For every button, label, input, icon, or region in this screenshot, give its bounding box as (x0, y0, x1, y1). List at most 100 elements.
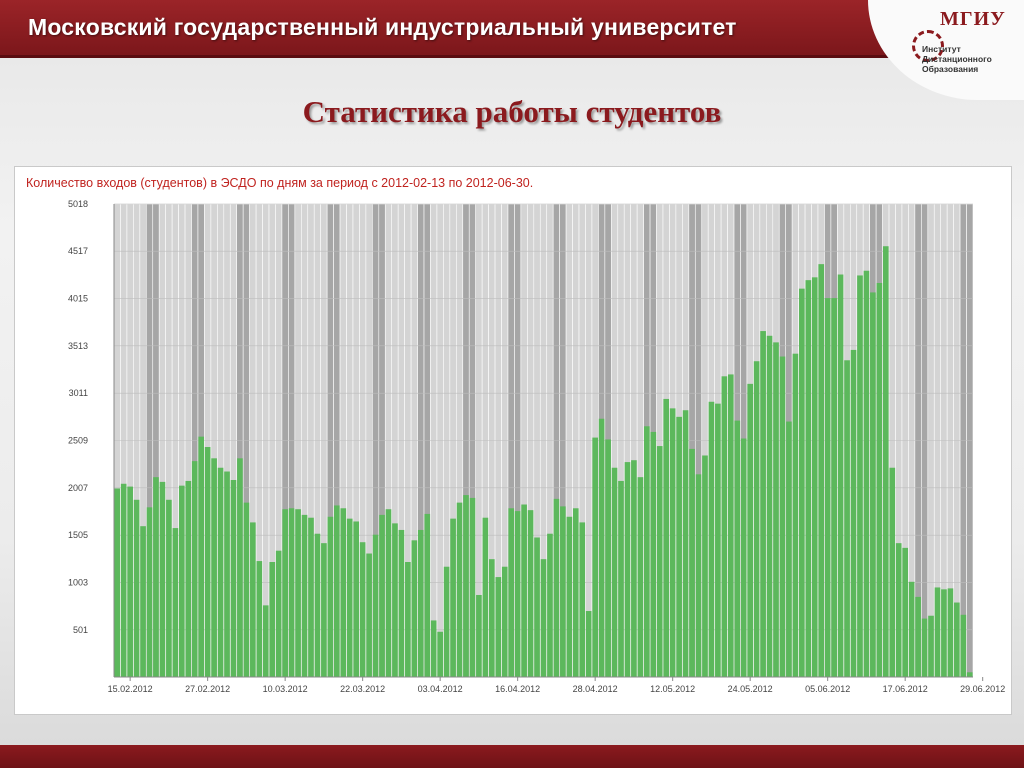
data-bar (489, 559, 495, 677)
data-bar (721, 376, 728, 677)
data-bar (392, 523, 398, 677)
y-tick-label: 1003 (68, 577, 88, 587)
data-bar (398, 529, 405, 677)
data-bar (424, 513, 431, 677)
data-bar (463, 495, 469, 677)
data-bar (482, 517, 489, 677)
data-bar (902, 547, 909, 677)
data-bar (321, 543, 327, 677)
data-bar (153, 477, 159, 677)
data-bar (385, 509, 392, 677)
data-bar (941, 589, 947, 677)
data-bar (127, 486, 133, 677)
data-bar (966, 672, 973, 677)
data-bar (417, 529, 424, 677)
data-bar (676, 416, 682, 677)
data-bar (114, 488, 121, 677)
data-bar (824, 298, 831, 677)
data-bar (211, 458, 217, 677)
chart-title: Количество входов (студентов) в ЭСДО по … (26, 176, 534, 190)
data-bar (579, 522, 586, 677)
data-bar (379, 514, 385, 677)
data-bar (333, 505, 340, 677)
data-bar (476, 594, 482, 677)
data-bar (831, 298, 837, 677)
gear-icon (912, 30, 944, 62)
x-tick-label: 10.03.2012 (263, 684, 308, 694)
data-bar (527, 510, 534, 677)
data-bar (372, 534, 379, 677)
data-bar (650, 431, 657, 677)
data-bar (256, 561, 263, 677)
data-bar (656, 446, 663, 677)
data-bar (146, 507, 153, 677)
data-bar (960, 614, 967, 677)
data-bar (178, 485, 185, 677)
data-bar (469, 497, 476, 677)
data-bar (411, 540, 418, 677)
data-bar (818, 264, 825, 677)
logo-line-1: Институт (922, 44, 961, 54)
data-bar (870, 292, 876, 677)
data-bar (605, 439, 611, 677)
x-tick-label: 03.04.2012 (418, 684, 463, 694)
data-bar (644, 426, 650, 677)
data-bar (747, 383, 754, 677)
data-bar (572, 508, 579, 677)
data-bar (585, 611, 592, 677)
data-bar (547, 533, 553, 677)
x-tick-label: 12.05.2012 (650, 684, 695, 694)
x-tick-label: 28.04.2012 (573, 684, 618, 694)
data-bar (366, 553, 372, 677)
data-bar (773, 342, 779, 677)
x-tick-label: 27.02.2012 (185, 684, 230, 694)
data-bar (844, 360, 850, 677)
data-bar (288, 508, 295, 677)
data-bar (430, 620, 437, 677)
data-bar (230, 480, 237, 677)
data-bar (618, 480, 624, 677)
data-bar (740, 438, 747, 677)
x-tick-label: 05.06.2012 (805, 684, 850, 694)
data-bar (753, 361, 760, 677)
data-bar (217, 467, 224, 677)
data-bar (663, 398, 670, 677)
data-bar (269, 562, 276, 677)
logo-line-3: Образования (922, 64, 979, 74)
data-bar (359, 542, 366, 677)
data-bar (624, 462, 631, 677)
logo-line-2: Дистанционного (922, 54, 992, 64)
data-bar (805, 280, 812, 677)
data-bar (437, 631, 443, 677)
data-bar (133, 499, 140, 677)
data-bar (346, 518, 353, 677)
data-bar (540, 559, 547, 677)
x-tick-label: 29.06.2012 (960, 684, 1005, 694)
y-tick-label: 501 (73, 625, 88, 635)
data-bar (837, 274, 844, 677)
data-bar (637, 477, 644, 677)
data-bar (695, 474, 702, 677)
data-bar (521, 504, 527, 677)
data-bar (314, 533, 321, 677)
data-bar (508, 508, 515, 677)
data-bar (598, 418, 605, 677)
data-bar (172, 528, 179, 677)
data-bar (669, 408, 676, 677)
data-bar (947, 588, 954, 677)
data-bar (140, 526, 146, 677)
x-tick-label: 15.02.2012 (108, 684, 153, 694)
logo-acronym: МГИУ (940, 8, 1006, 30)
data-bar (689, 448, 695, 677)
data-bar (405, 562, 411, 677)
x-tick-label: 22.03.2012 (340, 684, 385, 694)
y-tick-label: 5018 (68, 199, 88, 209)
data-bar (592, 437, 598, 677)
logo-text: Институт Дистанционного Образования (922, 44, 1012, 74)
data-bar (850, 349, 857, 677)
data-bar (534, 537, 540, 677)
x-tick-label: 17.06.2012 (883, 684, 928, 694)
data-bar (921, 618, 928, 677)
data-bar (792, 353, 799, 677)
data-bar (185, 480, 192, 677)
